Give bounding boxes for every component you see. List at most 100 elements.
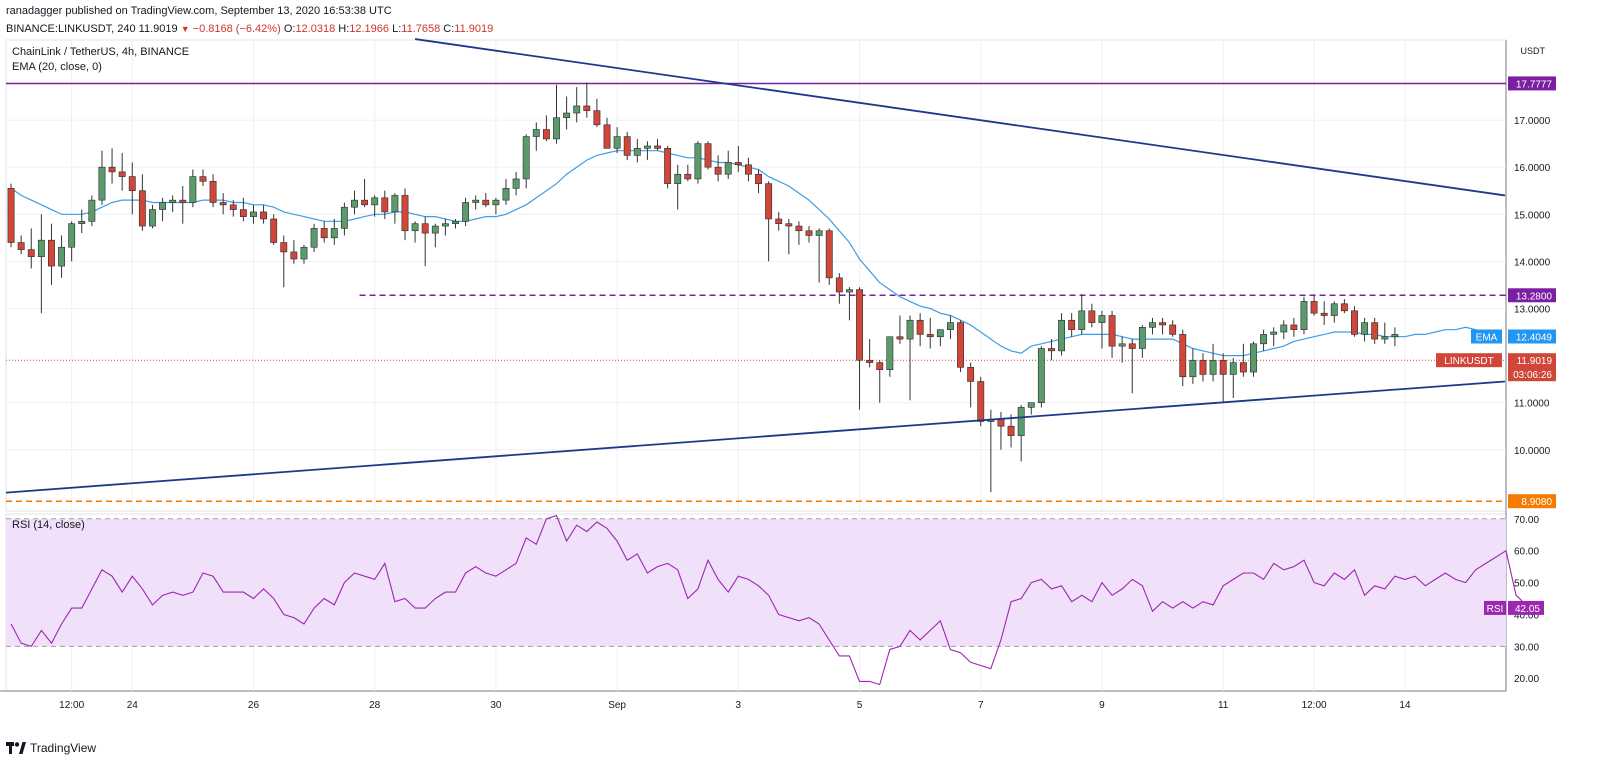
candle-body (654, 145, 661, 149)
candle-body (88, 199, 96, 222)
level-price-text: 17.7777 (1516, 79, 1553, 90)
candle-body (1048, 348, 1055, 352)
candle-body (270, 218, 278, 243)
candle-body (290, 251, 298, 260)
candle-body (734, 162, 742, 166)
candle-body (250, 211, 257, 217)
rsi-name-text: RSI (1487, 604, 1504, 615)
price-tick-label: 11.0000 (1514, 399, 1550, 410)
candle-body (664, 148, 672, 184)
candle-body (1219, 359, 1227, 375)
candle-body (381, 197, 389, 213)
publisher-line: ranadagger published on TradingView.com,… (6, 5, 392, 17)
series-price-tag (1508, 329, 1556, 344)
rsi-line (10, 514, 1537, 686)
candle-body (896, 336, 904, 340)
candle-body (441, 223, 449, 227)
candle-body (452, 221, 459, 224)
rsi-tick-label: 30.00 (1514, 642, 1539, 653)
candle-body (1330, 303, 1338, 316)
candle-body (159, 202, 166, 210)
candle-body (502, 188, 510, 201)
candle-body (815, 230, 823, 236)
open-label: O: (283, 23, 296, 35)
low-label: L: (392, 23, 402, 35)
candle-body (805, 230, 813, 236)
rsi-tick-label: 70.00 (1514, 515, 1539, 526)
candle-body (330, 228, 338, 239)
candle-body (229, 204, 237, 210)
candle-body (512, 178, 520, 189)
candle-body (361, 199, 369, 206)
high-value: 12.1966 (349, 23, 390, 35)
candle-body (1108, 315, 1116, 347)
candle-body (876, 362, 884, 371)
descending-resistance-trendline[interactable] (414, 38, 1506, 197)
candle-body (169, 199, 177, 203)
candle-body (98, 166, 106, 201)
candle-body (239, 209, 247, 217)
close-label: C: (443, 23, 455, 35)
candle-body (401, 195, 409, 232)
candle-body (189, 176, 197, 203)
series-name-text: LINKUSDT (1444, 356, 1493, 367)
level-price-tag (1508, 494, 1556, 509)
candle-body (27, 249, 35, 257)
candle-body (835, 277, 843, 293)
ema-line (10, 150, 1497, 357)
candle-body (856, 289, 863, 361)
candle-body (633, 148, 641, 156)
candle-body (957, 322, 964, 368)
candle-body (1189, 359, 1197, 378)
candle-body (563, 112, 571, 119)
down-arrow-icon: ▼ (180, 24, 190, 34)
candle-body (1209, 359, 1217, 375)
candle-body (37, 239, 45, 257)
candle-body (542, 129, 550, 140)
rsi-legend: RSI (14, close) (12, 519, 85, 531)
candle-body (1381, 336, 1389, 340)
candle-body (108, 166, 116, 173)
candle-body (128, 176, 136, 192)
candle-body (1169, 324, 1177, 335)
candle-body (1118, 343, 1126, 347)
candle-body (1138, 327, 1146, 349)
time-tick-label: 7 (978, 700, 984, 711)
candle-body (765, 183, 773, 220)
candle-body (58, 246, 65, 267)
candle-body (906, 319, 914, 340)
tradingview-logo[interactable]: TradingView (6, 741, 96, 755)
candle-body (936, 329, 944, 338)
time-tick-label: 26 (248, 700, 260, 711)
series-price-text: 11.9019 (1517, 356, 1553, 367)
price-tick-label: 13.0000 (1514, 304, 1551, 315)
time-tick-label: 12:00 (1302, 700, 1327, 711)
candle-body (603, 124, 611, 149)
candle-body (340, 206, 348, 229)
candle-body (1037, 348, 1045, 403)
candle-body (1078, 310, 1086, 330)
ascending-support-trendline[interactable] (5, 380, 1506, 494)
candle-body (300, 246, 308, 260)
candle-body (643, 145, 651, 149)
candle-body (48, 239, 55, 267)
candle-body (1270, 331, 1278, 335)
candle-body (310, 228, 318, 248)
currency-label: USDT (1521, 46, 1546, 56)
candle-body (68, 223, 76, 248)
candle-body (320, 228, 328, 239)
price-change: −0.8168 (−6.42%) (192, 23, 281, 35)
candle-body (280, 242, 288, 253)
high-label: H: (338, 23, 350, 35)
level-price-text: 8.9080 (1521, 497, 1552, 508)
candle-body (351, 199, 358, 208)
candle-body (916, 319, 924, 335)
rsi-tick-label: 40.00 (1514, 610, 1539, 621)
candle-body (947, 322, 954, 330)
candle-body (1199, 359, 1207, 375)
candle-body (1098, 315, 1106, 323)
candle-body (846, 289, 853, 293)
candle-body (926, 334, 934, 338)
candle-body (118, 171, 126, 177)
